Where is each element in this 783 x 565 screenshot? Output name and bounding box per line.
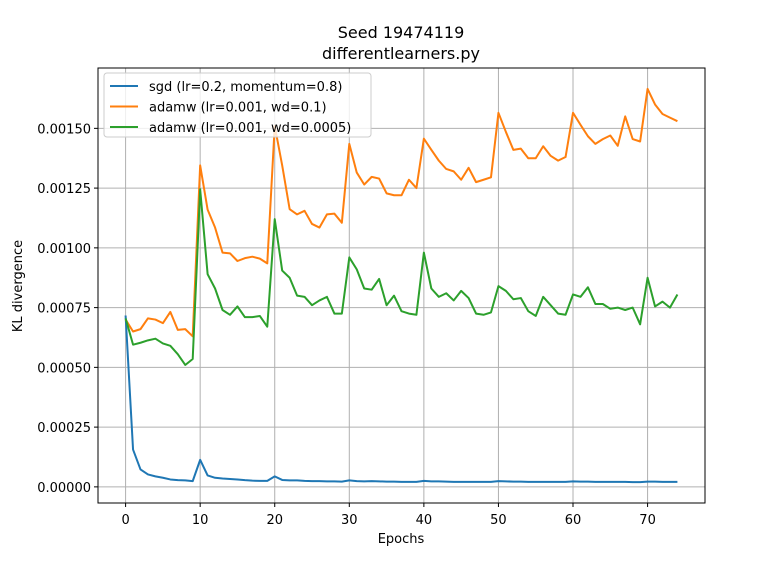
x-tick-label: 50: [490, 513, 507, 528]
y-axis-label: KL divergence: [11, 240, 26, 332]
y-tick-label: 0.00100: [37, 242, 91, 257]
legend-label-1: adamw (lr=0.001, wd=0.1): [149, 101, 327, 116]
y-tick-label: 0.00050: [37, 361, 91, 376]
y-tick-label: 0.00150: [37, 122, 91, 137]
legend-label-0: sgd (lr=0.2, momentum=0.8): [149, 80, 342, 95]
legend-label-2: adamw (lr=0.001, wd=0.0005): [149, 121, 351, 136]
series-line-1: [124, 87, 678, 338]
x-tick-label: 40: [416, 513, 433, 528]
x-axis-label: Epochs: [378, 532, 425, 547]
y-tick-label: 0.00000: [37, 481, 91, 496]
series-line-2: [124, 188, 679, 366]
chart-subtitle: differentlearners.py: [322, 44, 480, 63]
y-tick-label: 0.00025: [37, 421, 91, 436]
y-tick-label: 0.00075: [37, 302, 91, 317]
x-tick-label: 30: [341, 513, 358, 528]
plot-frame: [97, 67, 706, 504]
chart-title: Seed 19474119: [338, 23, 465, 42]
series-line-0: [124, 315, 678, 484]
legend-box: [103, 72, 372, 138]
x-tick-label: 60: [565, 513, 582, 528]
series-lines: [124, 87, 679, 484]
x-tick-label: 0: [121, 513, 129, 528]
x-tick-label: 70: [639, 513, 656, 528]
x-tick-label: 20: [266, 513, 283, 528]
x-tick-label: 10: [192, 513, 209, 528]
y-tick-label: 0.00125: [37, 182, 91, 197]
ticks: 0 10 20 30 40 50 60 70 0.00000 0.00025 0.00050 0.00…: [37, 122, 656, 528]
legend: sgd (lr=0.2, momentum=0.8) adamw (lr=0.00…: [103, 72, 372, 138]
